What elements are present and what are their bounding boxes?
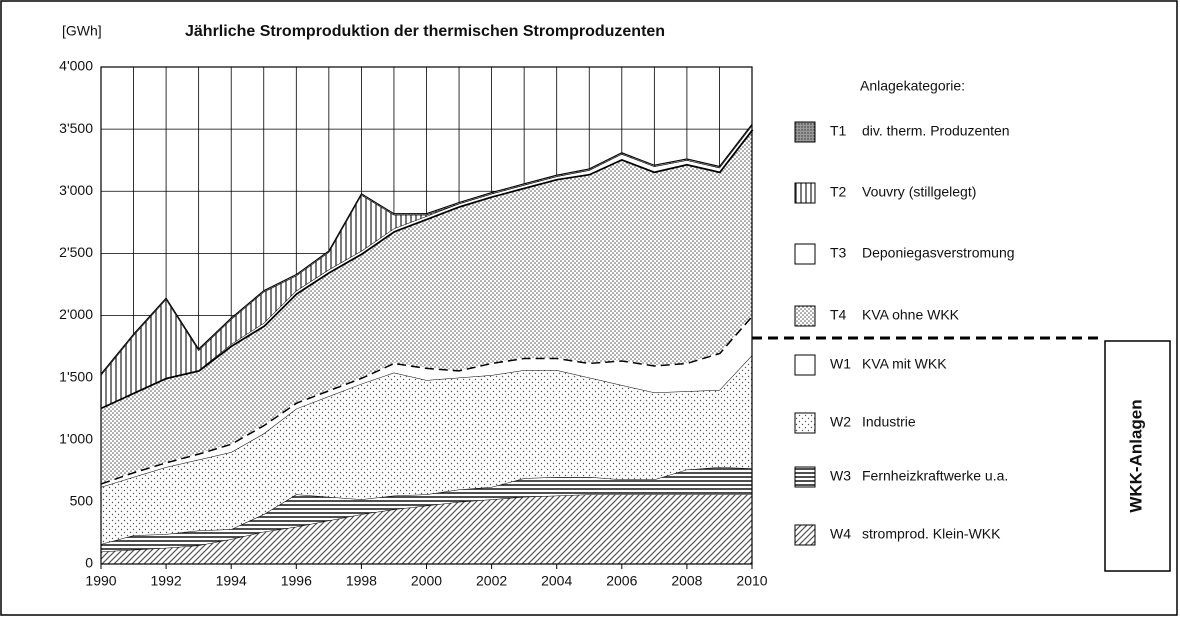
legend-label: Fernheizkraftwerke u.a. bbox=[862, 468, 1008, 484]
legend-swatch bbox=[794, 121, 816, 143]
legend-code: W4 bbox=[830, 526, 851, 542]
y-tick-label: 3'000 bbox=[59, 182, 93, 198]
legend-swatch bbox=[794, 466, 816, 488]
legend-code: T2 bbox=[830, 184, 847, 200]
x-tick-label: 1994 bbox=[216, 573, 247, 589]
legend-label: Vouvry (stillgelegt) bbox=[862, 184, 976, 200]
plot-border bbox=[100, 66, 753, 565]
y-tick-label: 0 bbox=[85, 555, 93, 571]
legend-swatch bbox=[794, 412, 816, 434]
legend-label: Industrie bbox=[862, 414, 916, 430]
y-tick-label: 3'500 bbox=[59, 120, 93, 136]
x-tick-label: 2006 bbox=[606, 573, 637, 589]
y-tick-label: 500 bbox=[70, 493, 94, 509]
legend-code: W2 bbox=[830, 414, 851, 430]
area-edge bbox=[100, 123, 753, 375]
x-tick-label: 1998 bbox=[346, 573, 377, 589]
y-tick-label: 1'000 bbox=[59, 430, 93, 446]
legend-swatch bbox=[794, 182, 816, 204]
legend-code: W1 bbox=[830, 356, 851, 372]
group-label: WKK-Anlagen bbox=[1126, 399, 1145, 512]
legend-label: div. therm. Produzenten bbox=[862, 123, 1010, 139]
area bbox=[101, 129, 752, 484]
legend-code: T3 bbox=[830, 245, 847, 261]
area bbox=[101, 467, 752, 552]
x-tick-label: 2004 bbox=[541, 573, 572, 589]
legend-swatch bbox=[794, 305, 816, 327]
legend-label: KVA ohne WKK bbox=[862, 307, 960, 323]
y-tick-label: 1'500 bbox=[59, 368, 93, 384]
y-axis-label: [GWh] bbox=[62, 23, 102, 39]
x-tick-label: 1992 bbox=[151, 573, 182, 589]
x-tick-label: 2010 bbox=[736, 573, 767, 589]
area bbox=[101, 355, 752, 545]
legend-swatch bbox=[794, 524, 816, 546]
legend-label: stromprod. Klein-WKK bbox=[862, 526, 1001, 542]
x-tick-label: 2002 bbox=[476, 573, 507, 589]
y-tick-label: 4'000 bbox=[59, 58, 93, 74]
legend-swatch bbox=[794, 354, 816, 376]
legend-label: KVA mit WKK bbox=[862, 356, 947, 372]
y-tick-label: 2'500 bbox=[59, 244, 93, 260]
legend-title: Anlagekategorie: bbox=[860, 78, 965, 94]
legend-swatch bbox=[794, 243, 816, 265]
legend-label: Deponiegasverstromung bbox=[862, 245, 1015, 261]
x-tick-label: 2000 bbox=[411, 573, 442, 589]
legend-code: T1 bbox=[830, 123, 847, 139]
area bbox=[101, 494, 752, 564]
legend-code: W3 bbox=[830, 468, 851, 484]
x-tick-label: 1990 bbox=[85, 573, 116, 589]
chart-title: Jährliche Stromproduktion der thermische… bbox=[185, 23, 665, 40]
x-tick-label: 1996 bbox=[281, 573, 312, 589]
legend-code: T4 bbox=[830, 307, 847, 323]
x-tick-label: 2008 bbox=[671, 573, 702, 589]
y-tick-label: 2'000 bbox=[59, 306, 93, 322]
group-box bbox=[1104, 340, 1171, 572]
